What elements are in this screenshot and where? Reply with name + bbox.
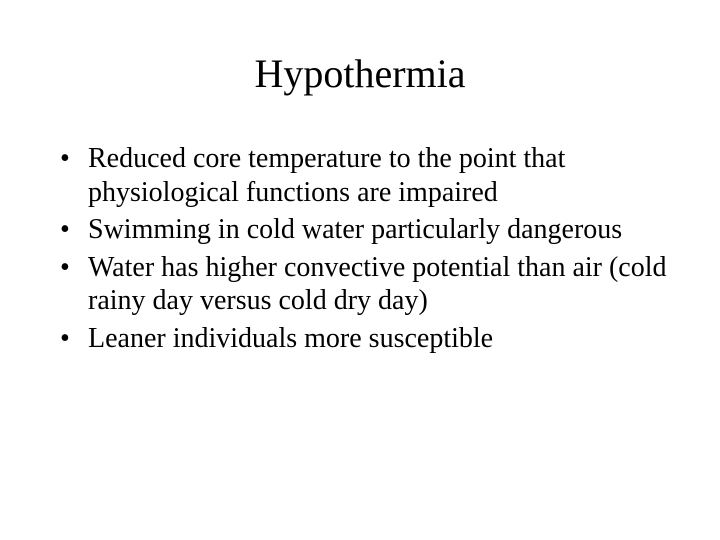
list-item: Water has higher convective potential th… bbox=[60, 251, 670, 318]
slide-title: Hypothermia bbox=[50, 50, 670, 97]
list-item: Leaner individuals more susceptible bbox=[60, 322, 670, 356]
list-item: Reduced core temperature to the point th… bbox=[60, 142, 670, 209]
bullet-list: Reduced core temperature to the point th… bbox=[60, 142, 670, 356]
slide-container: Hypothermia Reduced core temperature to … bbox=[0, 0, 720, 540]
list-item: Swimming in cold water particularly dang… bbox=[60, 213, 670, 247]
